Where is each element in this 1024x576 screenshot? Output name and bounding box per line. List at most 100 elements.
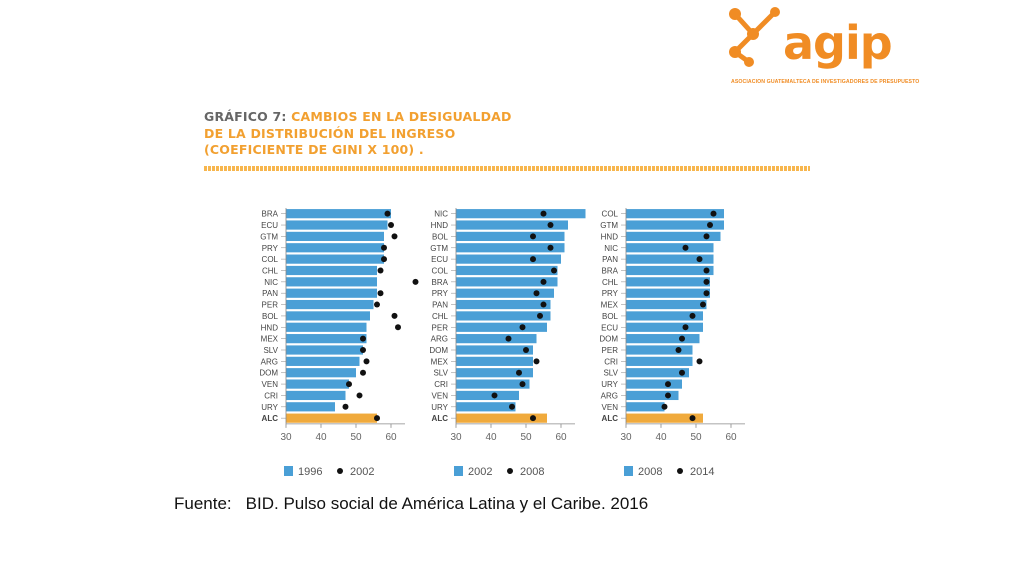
category-label-ecu: ECU bbox=[261, 221, 278, 230]
category-label-per: PER bbox=[262, 301, 279, 310]
dot-dom bbox=[360, 370, 366, 376]
category-label-ecu: ECU bbox=[431, 255, 448, 264]
legend-label-2002: 2002 bbox=[468, 466, 492, 478]
category-label-chl: CHL bbox=[432, 312, 449, 321]
dot-pan bbox=[541, 302, 547, 308]
dot-per bbox=[520, 324, 526, 330]
dot-pan bbox=[378, 290, 384, 296]
bar-per bbox=[626, 345, 693, 354]
dot-dom bbox=[679, 336, 685, 342]
legend-swatch-dot bbox=[337, 468, 343, 474]
legend-label-2008: 2008 bbox=[638, 466, 662, 478]
dot-bol bbox=[530, 233, 536, 239]
x-tick-label-50: 50 bbox=[520, 432, 532, 443]
dot-mex bbox=[534, 358, 540, 364]
legend-swatch-dot bbox=[507, 468, 513, 474]
bar-mex bbox=[456, 357, 533, 366]
dot-cri bbox=[357, 392, 363, 398]
x-tick-label-30: 30 bbox=[620, 432, 632, 443]
dot-per bbox=[676, 347, 682, 353]
bar-cri bbox=[286, 391, 346, 400]
logo-subtitle: ASOCIACION GUATEMALTECA DE INVESTIGADORE… bbox=[731, 79, 883, 85]
bar-per bbox=[286, 300, 374, 309]
dot-hnd bbox=[548, 222, 554, 228]
dot-bra bbox=[704, 267, 710, 273]
gini-chart-2008-2014: COLGTMHNDNICPANBRACHLPRYMEXBOLECUDOMPERC… bbox=[590, 202, 760, 492]
dot-alc bbox=[690, 415, 696, 421]
x-tick-label-40: 40 bbox=[655, 432, 667, 443]
bar-pan bbox=[456, 300, 551, 309]
category-label-dom: DOM bbox=[599, 335, 618, 344]
category-label-dom: DOM bbox=[259, 369, 278, 378]
category-label-mex: MEX bbox=[261, 335, 279, 344]
category-label-arg: ARG bbox=[261, 357, 278, 366]
category-label-slv: SLV bbox=[263, 346, 278, 355]
x-tick-label-60: 60 bbox=[725, 432, 737, 443]
legend-swatch-dot bbox=[677, 468, 683, 474]
dot-pry bbox=[381, 245, 387, 251]
dot-chl bbox=[378, 267, 384, 273]
category-label-cri: CRI bbox=[604, 357, 618, 366]
dot-ecu bbox=[388, 222, 394, 228]
dot-arg bbox=[665, 392, 671, 398]
category-label-mex: MEX bbox=[431, 357, 449, 366]
dot-col bbox=[711, 211, 717, 217]
dot-hnd bbox=[704, 233, 710, 239]
category-label-gtm: GTM bbox=[260, 232, 278, 241]
bar-dom bbox=[456, 345, 533, 354]
bar-bra bbox=[286, 209, 391, 218]
category-label-ury: URY bbox=[261, 403, 278, 412]
category-label-ecu: ECU bbox=[601, 323, 618, 332]
bar-ury bbox=[626, 379, 682, 388]
x-tick-label-60: 60 bbox=[385, 432, 397, 443]
dot-pry bbox=[534, 290, 540, 296]
dot-alc bbox=[530, 415, 536, 421]
category-label-cri: CRI bbox=[264, 391, 278, 400]
bar-col bbox=[456, 266, 558, 275]
category-label-pry: PRY bbox=[602, 289, 619, 298]
bar-per bbox=[456, 323, 547, 332]
dot-cri bbox=[520, 381, 526, 387]
source-note: Fuente: BID. Pulso social de América Lati… bbox=[174, 494, 648, 514]
dot-per bbox=[374, 302, 380, 308]
bar-nic bbox=[286, 277, 377, 286]
category-label-pry: PRY bbox=[432, 289, 449, 298]
bar-mex bbox=[626, 300, 707, 309]
dot-ury bbox=[509, 404, 515, 410]
dot-bol bbox=[392, 313, 398, 319]
bar-chl bbox=[626, 277, 710, 286]
bar-ecu bbox=[286, 220, 388, 229]
category-label-bra: BRA bbox=[602, 266, 619, 275]
category-label-dom: DOM bbox=[429, 346, 448, 355]
category-label-alc: ALC bbox=[432, 414, 449, 423]
bar-ecu bbox=[456, 255, 561, 264]
dot-slv bbox=[516, 370, 522, 376]
bar-ecu bbox=[626, 323, 703, 332]
category-label-bol: BOL bbox=[432, 232, 449, 241]
bar-bol bbox=[286, 311, 370, 320]
bar-pry bbox=[286, 243, 384, 252]
legend-label-2002: 2002 bbox=[350, 466, 374, 478]
dot-arg bbox=[364, 358, 370, 364]
dot-bra bbox=[385, 211, 391, 217]
category-label-alc: ALC bbox=[602, 414, 619, 423]
dot-col bbox=[551, 267, 557, 273]
category-label-slv: SLV bbox=[433, 369, 448, 378]
bar-arg bbox=[286, 357, 360, 366]
logo-wordmark: agip bbox=[783, 20, 892, 66]
category-label-ury: URY bbox=[601, 380, 618, 389]
dot-slv bbox=[679, 370, 685, 376]
bar-ven bbox=[286, 379, 349, 388]
bar-mex bbox=[286, 334, 367, 343]
bar-cri bbox=[626, 357, 693, 366]
gini-chart-2002-2008: NIC HND BOL GTM ECU COL BRA PRY PAN CHL PER ARG DOM M… bbox=[420, 202, 590, 492]
bar-bra bbox=[626, 266, 714, 275]
bar-nic bbox=[456, 209, 586, 218]
bar-gtm bbox=[286, 232, 384, 241]
dot-ven bbox=[346, 381, 352, 387]
bar-slv bbox=[286, 345, 363, 354]
dot-arg bbox=[506, 336, 512, 342]
dot-nic bbox=[683, 245, 689, 251]
category-label-hnd: HND bbox=[431, 221, 449, 230]
dot-cri bbox=[697, 358, 703, 364]
